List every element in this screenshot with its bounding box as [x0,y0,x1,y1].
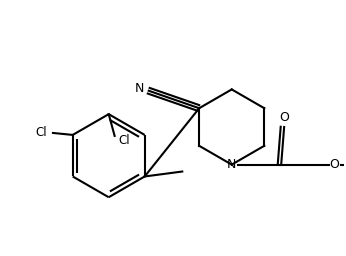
Text: Cl: Cl [119,134,130,147]
Text: N: N [227,158,236,171]
Text: O: O [279,111,289,124]
Text: Cl: Cl [35,126,47,140]
Text: N: N [135,82,145,95]
Text: O: O [330,158,339,171]
